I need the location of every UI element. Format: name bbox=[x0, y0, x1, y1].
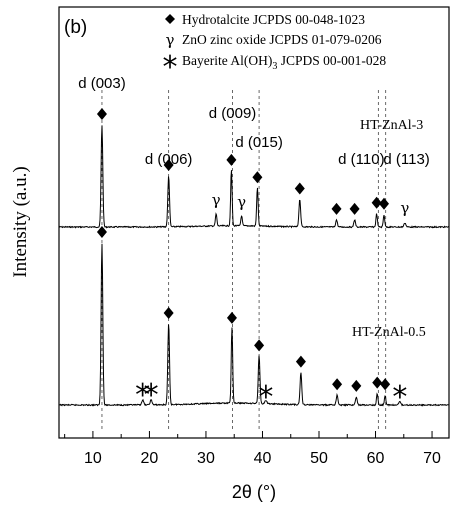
x-tick-label: 10 bbox=[84, 450, 102, 467]
y-axis-label: Intensity (a.u.) bbox=[10, 166, 31, 277]
traces bbox=[58, 125, 450, 407]
peak-markers: γ γ γ** * * bbox=[96, 108, 409, 415]
series-label-ht-znal-0-5: HT-ZnAl-0.5 bbox=[352, 325, 426, 340]
hkl-label: d (113) bbox=[383, 151, 429, 168]
x-tick-label: 70 bbox=[423, 450, 441, 467]
legend-label: ZnO zinc oxide JCPDS 01-079-0206 bbox=[182, 32, 382, 47]
legend-diamond-icon bbox=[165, 14, 175, 24]
diamond-marker bbox=[295, 355, 306, 368]
hkl-label: d (009) bbox=[209, 105, 257, 122]
diamond-marker bbox=[371, 196, 382, 209]
legend: Hydrotalcite JCPDS 00-048-1023 γ ZnO zinc … bbox=[163, 12, 387, 85]
gamma-marker: γ bbox=[400, 199, 409, 217]
diamond-marker bbox=[331, 202, 342, 215]
star-marker: * bbox=[392, 380, 407, 415]
diamond-marker bbox=[349, 202, 360, 215]
legend-label: Bayerite Al(OH)3 JCPDS 00-001-028 bbox=[182, 53, 386, 72]
x-tick-label: 60 bbox=[367, 450, 385, 467]
trace-ht-znal-3 bbox=[58, 125, 450, 229]
diamond-marker bbox=[226, 153, 237, 166]
gamma-marker: γ bbox=[237, 193, 246, 211]
hkl-label: d (003) bbox=[78, 75, 126, 92]
x-tick-label: 20 bbox=[141, 450, 159, 467]
hkl-label: d (015) bbox=[235, 134, 283, 151]
diamond-marker bbox=[372, 376, 383, 389]
star-marker: * bbox=[144, 378, 159, 413]
diamond-marker bbox=[226, 311, 237, 324]
diamond-marker bbox=[252, 171, 263, 184]
hkl-label: d (110) bbox=[338, 151, 384, 168]
x-axis-label: 2θ (°) bbox=[232, 482, 276, 502]
trace-ht-znal-0-5 bbox=[58, 243, 450, 407]
x-axis-ticks: 10 20 30 40 50 60 70 bbox=[64, 431, 441, 467]
panel-label: (b) bbox=[64, 17, 87, 38]
legend-gamma-icon: γ bbox=[166, 31, 175, 49]
diamond-marker bbox=[163, 159, 174, 171]
diamond-marker bbox=[380, 378, 391, 391]
diamond-marker bbox=[96, 226, 107, 238]
star-marker: * bbox=[135, 378, 150, 413]
diamond-marker bbox=[294, 182, 305, 195]
diamond-marker bbox=[96, 108, 107, 120]
star-marker: * bbox=[258, 380, 273, 415]
plot-frame bbox=[58, 6, 450, 439]
annotations: d (003) d (006) d (009) d (015) d (110)d (11… bbox=[78, 75, 430, 168]
x-tick-label: 30 bbox=[197, 450, 215, 467]
reference-lines bbox=[101, 90, 387, 432]
diamond-marker bbox=[332, 378, 343, 391]
hkl-label: d (006) bbox=[145, 151, 193, 168]
x-tick-label: 50 bbox=[310, 450, 328, 467]
gamma-marker: γ bbox=[212, 191, 221, 209]
legend-label: Hydrotalcite JCPDS 00-048-1023 bbox=[182, 12, 365, 27]
diamond-marker bbox=[351, 379, 362, 392]
legend-star-icon: * bbox=[163, 50, 178, 85]
series-label-ht-znal-3: HT-ZnAl-3 bbox=[360, 118, 423, 133]
x-tick-label: 40 bbox=[254, 450, 272, 467]
diamond-marker bbox=[254, 339, 265, 352]
diamond-marker bbox=[163, 307, 174, 319]
diamond-marker bbox=[379, 197, 389, 210]
